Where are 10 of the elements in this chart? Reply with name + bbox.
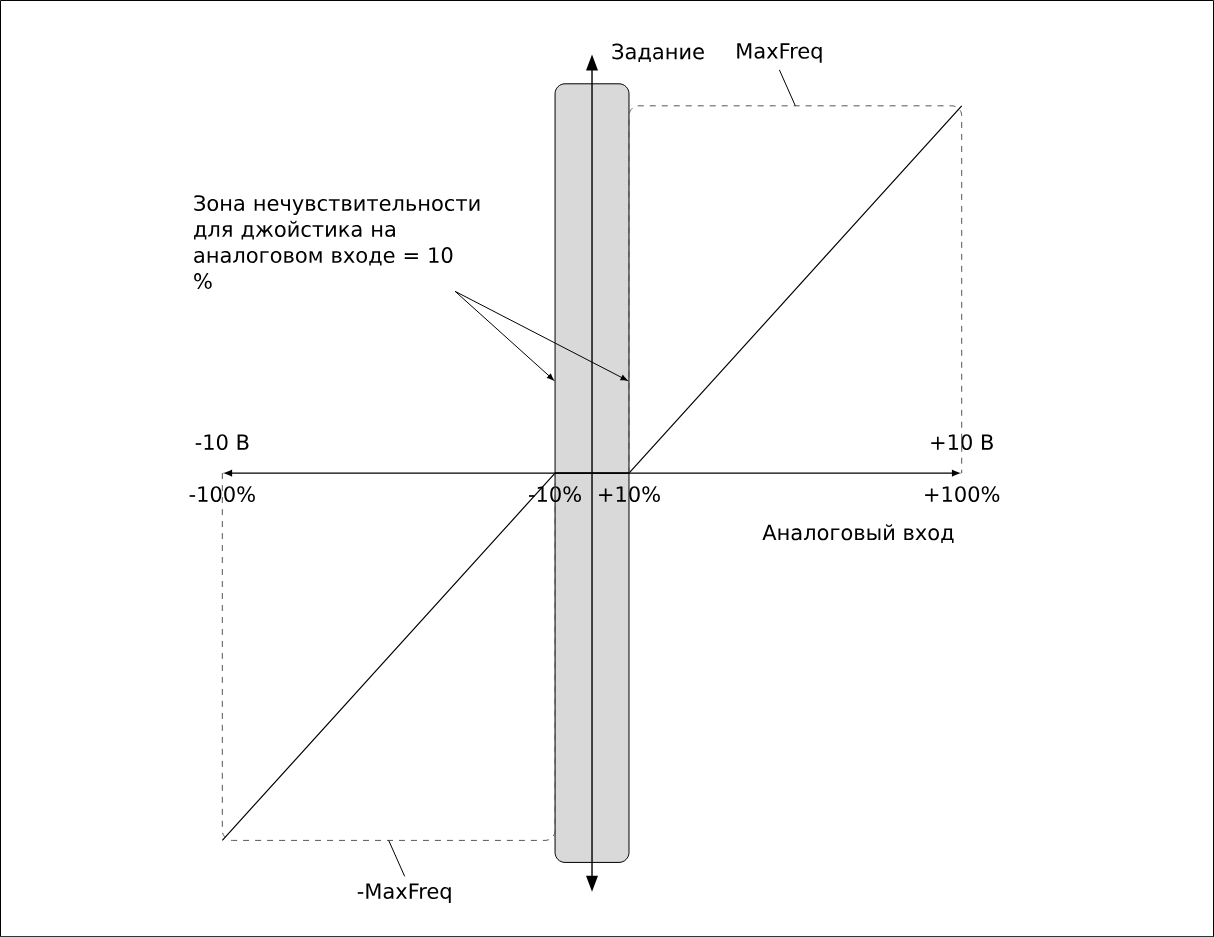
x-tick-label: +100% [925,486,1000,502]
x-tick-label: +10% [599,486,660,502]
x-tick-label: -100% [189,486,255,502]
x-axis-title: Аналоговый вход [762,524,954,543]
annotation: Зона нечувствительности для джойстика на аналоговом входе = 10 % [194,195,480,289]
annotation: +10 В [931,434,993,450]
text: -MaxFreq [357,883,451,903]
text: MaxFreq [737,43,822,63]
annotation: -10 В [195,434,249,450]
y-axis-title: Задание [612,43,704,62]
